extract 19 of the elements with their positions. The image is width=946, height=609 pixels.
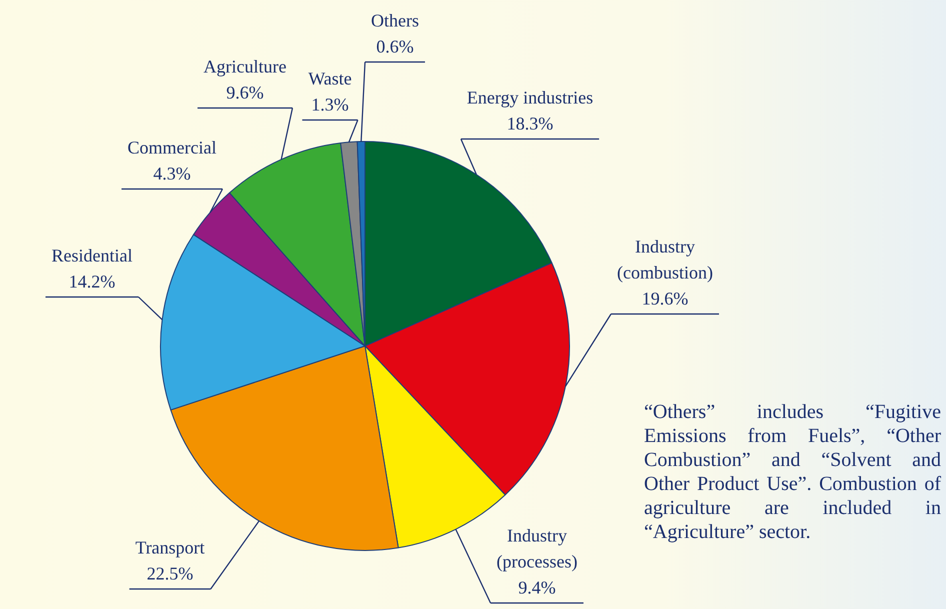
slice-label: Transport xyxy=(135,538,205,558)
slice-label: Industry (processes) xyxy=(496,526,578,572)
data-label: 4.3% xyxy=(153,164,191,184)
data-label: 9.6% xyxy=(226,82,264,103)
data-label: 19.6% xyxy=(642,288,688,309)
data-label: 18.3% xyxy=(506,114,554,134)
data-label: 9.4% xyxy=(518,578,556,598)
slice-label: Energy industries xyxy=(466,88,594,108)
slice-label: Agriculture xyxy=(204,56,286,77)
slice-label: Industry (combustion) xyxy=(617,236,713,283)
slice-label: Waste xyxy=(308,68,352,89)
data-label: 0.6% xyxy=(376,36,414,57)
slice-label: Others xyxy=(371,10,419,31)
text: “Others” includes “Fugitive Emissions from Fuels”, “Other Combustion” and “Solvent and Other Product Use”. Combustion of agriculture are included in “Agriculture” sector. xyxy=(644,400,941,544)
data-label: 22.5% xyxy=(146,564,194,584)
data-label: 14.2% xyxy=(68,272,116,292)
data-label: 1.3% xyxy=(311,94,349,115)
slice-label: Residential xyxy=(52,246,132,266)
slice-label: Commercial xyxy=(128,138,216,158)
